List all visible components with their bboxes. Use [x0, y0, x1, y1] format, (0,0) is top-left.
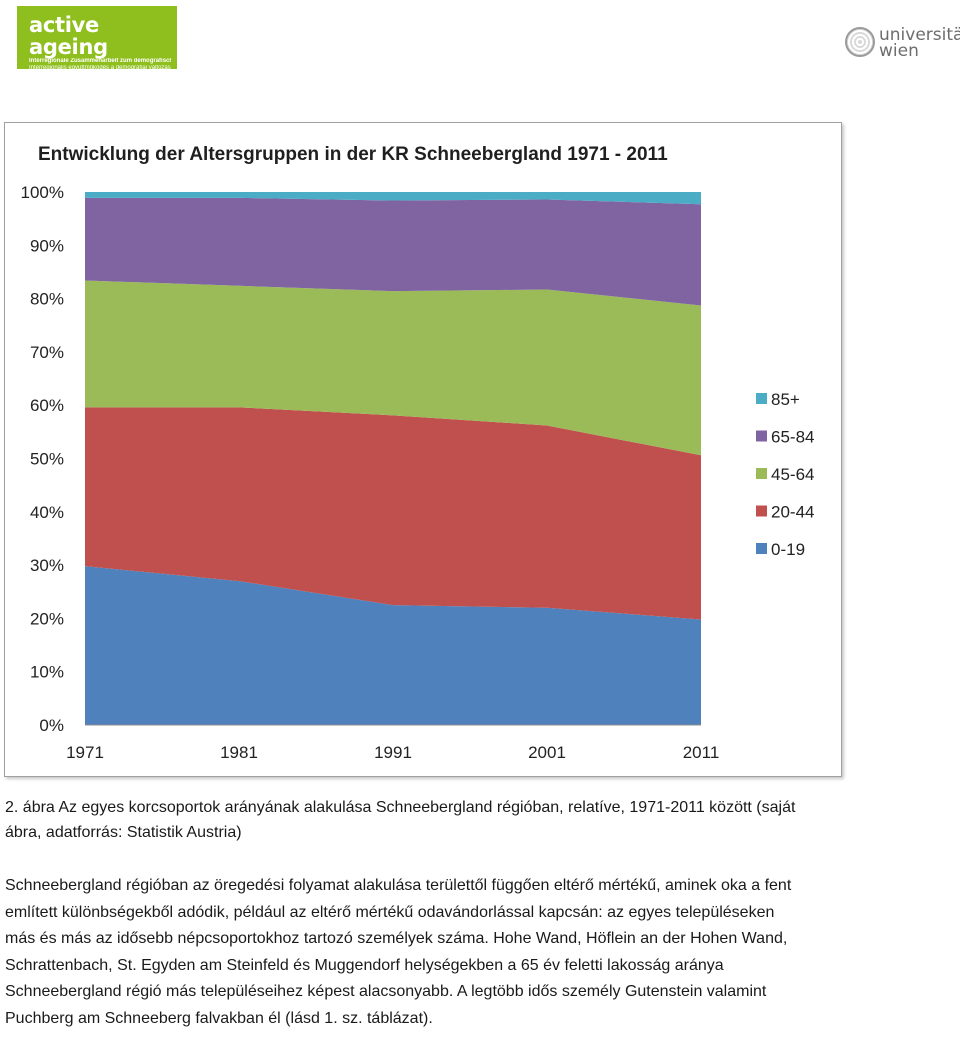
legend-swatch-85+	[756, 393, 767, 404]
body-text-line: Schrattenbach, St. Egyden am Steinfeld é…	[5, 956, 724, 974]
logo-word-universitaet: universität	[879, 25, 960, 45]
logo-word-wien: wien	[879, 41, 919, 61]
legend-label: 45-64	[771, 465, 814, 484]
caption-line: 2. ábra Az egyes korcsoportok arányának …	[5, 799, 796, 816]
y-tick-label: 50%	[30, 450, 64, 469]
legend-swatch-20-44	[756, 505, 767, 517]
body-text-line: Puchberg am Schneeberg falvakban él (lás…	[5, 1009, 433, 1027]
body-text-line: Schneebergland régióban az öregedési fol…	[5, 877, 792, 894]
university-seal-icon	[845, 27, 875, 57]
logo-subline-hungarian: Interregionális együttműködés a demográf…	[29, 65, 171, 71]
area-series-85+	[85, 192, 701, 205]
y-tick-label: 40%	[30, 503, 64, 522]
legend-label: 65-84	[771, 428, 814, 447]
active-ageing-logo: active ageing Interregionale Zusammenarb…	[17, 6, 177, 71]
logo-brand-text: active ageing	[29, 13, 108, 59]
area-series-20-44	[85, 407, 701, 620]
legend-label: 20-44	[771, 503, 814, 522]
stacked-area-chart: 0% 10% 20% 30% 40% 50% 60% 70% 80% 90% 100% 1971 198…	[21, 183, 815, 762]
legend-swatch-65-84	[756, 430, 767, 442]
area-series-65-84	[85, 197, 701, 306]
x-tick-label: 1991	[374, 743, 412, 762]
chart-title: Entwicklung der Altersgruppen in der KR …	[38, 144, 668, 165]
y-tick-label: 60%	[30, 396, 64, 415]
figure-caption: 2. ábra Az egyes korcsoportok arányának …	[5, 795, 940, 845]
legend-swatch-0-19	[756, 543, 767, 554]
legend-label: 0-19	[771, 540, 805, 559]
x-tick-label: 2001	[528, 743, 566, 762]
x-tick-label: 1971	[66, 743, 104, 762]
body-paragraph: Schneebergland régióban az öregedési fol…	[5, 873, 940, 1032]
area-series-45-64	[85, 280, 701, 456]
legend-label: 85+	[771, 390, 800, 409]
y-tick-label: 100%	[21, 183, 64, 202]
y-tick-label: 30%	[30, 556, 64, 575]
legend-swatch-45-64	[756, 468, 767, 479]
y-tick-label: 70%	[30, 343, 64, 362]
x-tick-label: 2011	[683, 743, 720, 762]
caption-line: ábra, adatforrás: Statistik Austria)	[5, 824, 242, 841]
y-tick-label: 90%	[30, 236, 64, 255]
y-tick-label: 0%	[39, 716, 64, 735]
universitaet-wien-logo: universität wien	[845, 24, 960, 62]
y-tick-label: 10%	[30, 663, 64, 682]
y-tick-label: 80%	[30, 290, 64, 309]
logo-subline-german: Interregionale Zusammenarbeit zum demogr…	[29, 58, 171, 64]
body-text-line: más és más az idősebb népcsoportokhoz ta…	[5, 930, 788, 947]
body-text-line: Schneebergland régió más településeihez …	[5, 983, 767, 1000]
x-tick-label: 1981	[220, 743, 258, 762]
y-tick-label: 20%	[30, 609, 64, 628]
body-text-line: említett különbségekből adódik, például …	[5, 903, 775, 921]
area-series-0-19	[85, 566, 701, 725]
